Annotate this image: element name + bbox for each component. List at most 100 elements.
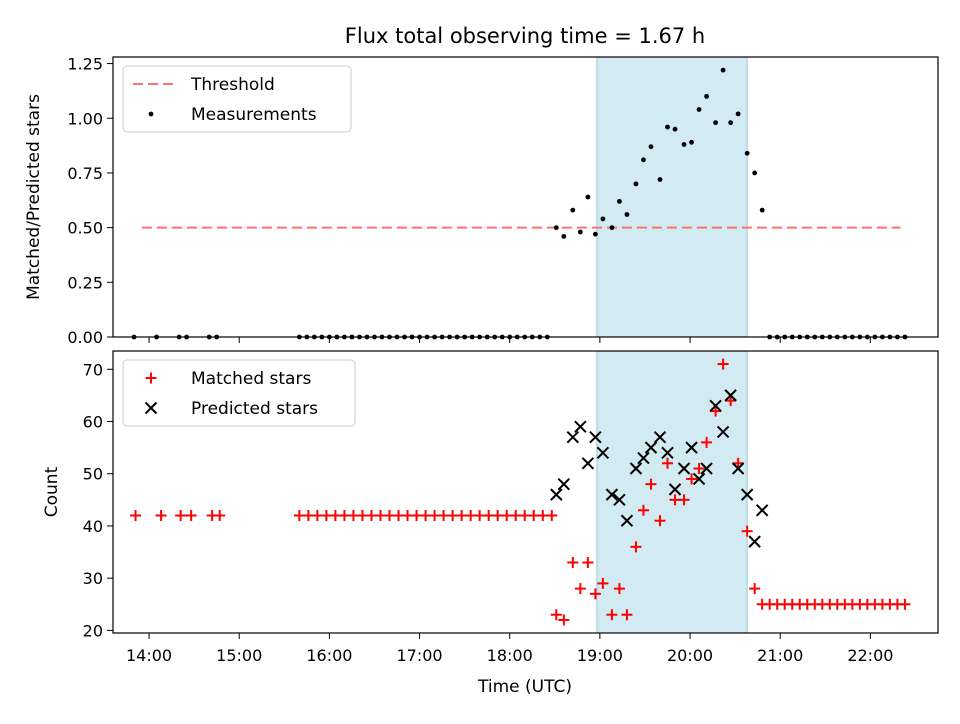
matched-stars-point (693, 463, 705, 474)
matched-stars-point (155, 510, 167, 521)
measurement-point (648, 144, 654, 150)
measurement-point (657, 177, 663, 182)
chart-title: Flux total observing time = 1.67 h (345, 24, 705, 48)
x-tick-label: 15:00 (216, 646, 262, 665)
x-tick-label: 17:00 (397, 646, 443, 665)
matched-stars-point (550, 609, 562, 621)
measurement-point (681, 142, 687, 147)
panel-star-counts: 20 30 40 50 60 70 14:00 15:00 16:00 17:00 18:00 19:… (42, 350, 939, 665)
legend-measurements-swatch (148, 111, 154, 117)
panel-flux-ratio: 0.00 0.25 0.50 0.75 1.00 1.25 Matched/Predicte… (24, 55, 939, 347)
y-tick-label: 20 (83, 621, 103, 640)
matched-stars-point (567, 557, 579, 568)
y-tick-label: 0.50 (67, 219, 103, 238)
x-tick-label: 14:00 (126, 646, 172, 665)
predicted-stars-point (677, 462, 691, 475)
legend-label: Matched stars (191, 369, 311, 389)
measurement-point (570, 207, 576, 213)
matched-stars-point (589, 588, 601, 600)
matched-stars-point (710, 405, 722, 417)
predicted-stars-point (596, 446, 610, 460)
legend-matched-swatch (145, 372, 157, 384)
predicted-stars-point (557, 477, 571, 491)
predicted-stars-point (550, 488, 563, 501)
matched-stars-point (725, 395, 737, 407)
predicted-stars-point (574, 420, 587, 433)
y-tick-label: 1.00 (67, 109, 103, 128)
y-tick-label: 40 (83, 517, 103, 536)
measurement-point (600, 216, 606, 222)
predicted-stars-point (613, 493, 626, 507)
matched-stars-point (630, 541, 642, 553)
legend: Threshold Measurements (122, 65, 352, 133)
legend-box (122, 359, 356, 427)
measurement-point (672, 126, 678, 132)
y-tick-label: 60 (83, 413, 103, 432)
measurement-point (696, 107, 702, 112)
predicted-stars-point (581, 457, 595, 470)
y-tick-label: 0.00 (67, 328, 103, 347)
predicted-stars-point (653, 430, 667, 444)
measurement-point (713, 120, 718, 126)
x-tick-label: 18:00 (487, 646, 533, 665)
measurement-point (624, 212, 630, 217)
matched-stars-point (732, 457, 744, 469)
x-tick-label: 20:00 (667, 646, 713, 665)
matched-stars-point (654, 515, 666, 527)
legend: Matched stars Predicted stars (122, 359, 356, 427)
x-axis-label: Time (UTC) (477, 677, 572, 697)
measurement-point (609, 225, 615, 231)
matched-stars-point (645, 478, 657, 490)
predicted-stars-point (740, 488, 754, 501)
predicted-stars-point (755, 504, 769, 517)
predicted-stars-point (668, 483, 682, 496)
y-tick-label: 30 (83, 569, 103, 588)
predicted-stars-point (748, 535, 761, 548)
predicted-stars-point (709, 399, 722, 413)
predicted-stars-point (566, 430, 580, 444)
measurement-point (744, 150, 750, 156)
predicted-stars-point (685, 441, 698, 454)
measurement-point (553, 225, 559, 231)
matched-stars-point (717, 358, 729, 370)
predicted-stars-point (692, 472, 706, 486)
y-tick-label: 70 (83, 360, 103, 379)
measurement-point (720, 67, 726, 73)
measurement-point (592, 231, 598, 237)
y-axis-label: Matched/Predicted stars (24, 94, 44, 300)
legend-box (122, 65, 352, 133)
x-tick-label: 22:00 (847, 646, 893, 665)
matched-stars-point (574, 583, 586, 595)
matched-stars-point (130, 510, 142, 521)
measurement-point (759, 207, 765, 213)
predicted-stars-point (724, 389, 737, 402)
matched-stars-point (597, 577, 609, 589)
measurement-point (577, 229, 583, 235)
measurement-point (728, 120, 734, 126)
x-tick-label: 16:00 (306, 646, 352, 665)
measurement-point (633, 181, 639, 187)
predicted-stars-point (605, 488, 619, 501)
x-tick-label: 21:00 (757, 646, 803, 665)
matched-stars-point (741, 525, 753, 537)
y-tick-label: 1.25 (67, 55, 103, 74)
matched-stars-point (621, 609, 633, 621)
legend-label: Measurements (191, 105, 317, 125)
y-tick-label: 0.25 (67, 273, 103, 292)
observing-interval-shade (596, 56, 748, 338)
matched-stars-point (899, 598, 911, 610)
legend-label: Threshold (190, 75, 275, 95)
predicted-stars-point (731, 462, 745, 475)
predicted-stars-point (644, 441, 658, 454)
predicted-stars-point (589, 430, 602, 444)
matched-stars-point (582, 557, 594, 568)
plot-frame (112, 56, 939, 338)
matched-stars-point (606, 609, 618, 621)
matched-stars-point (185, 510, 197, 521)
predicted-stars-point (637, 451, 650, 465)
matched-stars-point (637, 504, 649, 516)
matched-stars-point (613, 583, 625, 595)
matched-stars-point (214, 510, 226, 521)
measurement-point (752, 170, 758, 176)
